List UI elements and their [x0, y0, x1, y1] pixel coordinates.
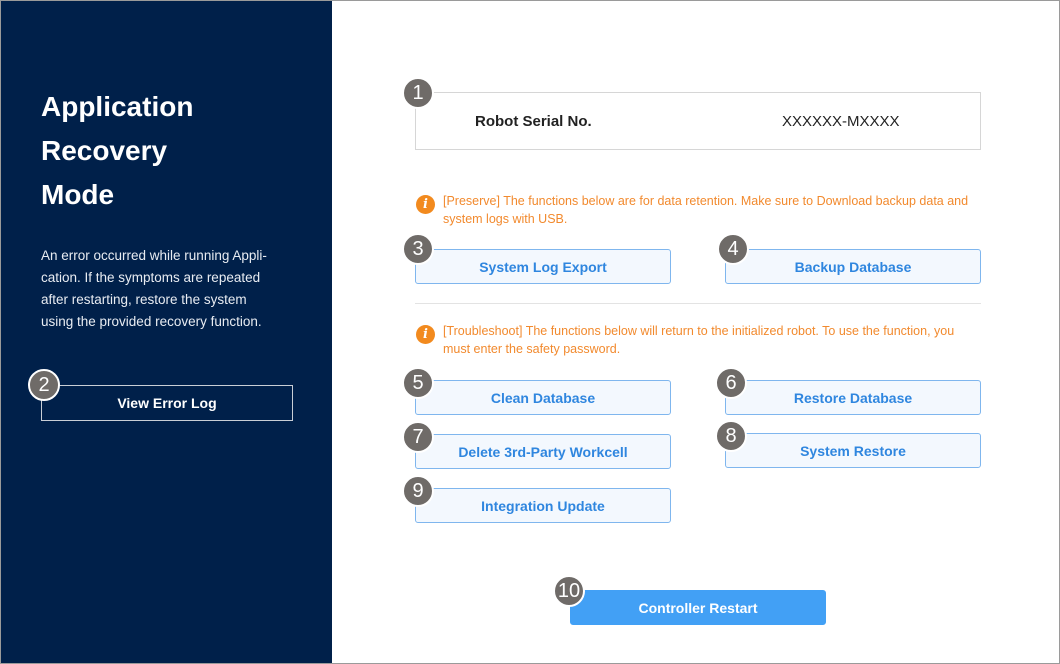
preserve-note: [Preserve] The functions below are for d… [443, 194, 969, 226]
system-log-export-button[interactable]: System Log Export [415, 249, 671, 284]
badge-5: 5 [402, 367, 434, 399]
serial-value: XXXXXX-MXXXX [782, 113, 900, 130]
info-icon: i [416, 195, 435, 214]
troubleshoot-note: [Troubleshoot] The functions below will … [443, 324, 955, 356]
serial-label: Robot Serial No. [475, 113, 592, 130]
divider [415, 303, 981, 304]
delete-workcell-button[interactable]: Delete 3rd-Party Workcell [415, 434, 671, 469]
system-restore-button[interactable]: System Restore [725, 433, 981, 468]
page-title: Application Recovery Mode [41, 91, 194, 210]
badge-7: 7 [402, 421, 434, 453]
clean-database-button[interactable]: Clean Database [415, 380, 671, 415]
badge-6: 6 [715, 367, 747, 399]
integration-update-button[interactable]: Integration Update [415, 488, 671, 523]
badge-8: 8 [715, 420, 747, 452]
badge-9: 9 [402, 475, 434, 507]
view-error-log-label: View Error Log [117, 395, 217, 411]
badge-2: 2 [28, 369, 60, 401]
restore-database-button[interactable]: Restore Database [725, 380, 981, 415]
backup-database-button[interactable]: Backup Database [725, 249, 981, 284]
badge-4: 4 [717, 233, 749, 265]
robot-serial-box: Robot Serial No. XXXXXX-MXXXX [415, 92, 981, 150]
info-icon: i [416, 325, 435, 344]
sidebar: Application Recovery Mode An error occur… [1, 1, 332, 663]
badge-3: 3 [402, 233, 434, 265]
view-error-log-button[interactable]: View Error Log [41, 385, 293, 421]
badge-10: 10 [553, 575, 585, 607]
controller-restart-button[interactable]: Controller Restart [570, 590, 826, 625]
badge-1: 1 [402, 77, 434, 109]
error-description: An error occurred while running Appli-ca… [41, 248, 267, 329]
